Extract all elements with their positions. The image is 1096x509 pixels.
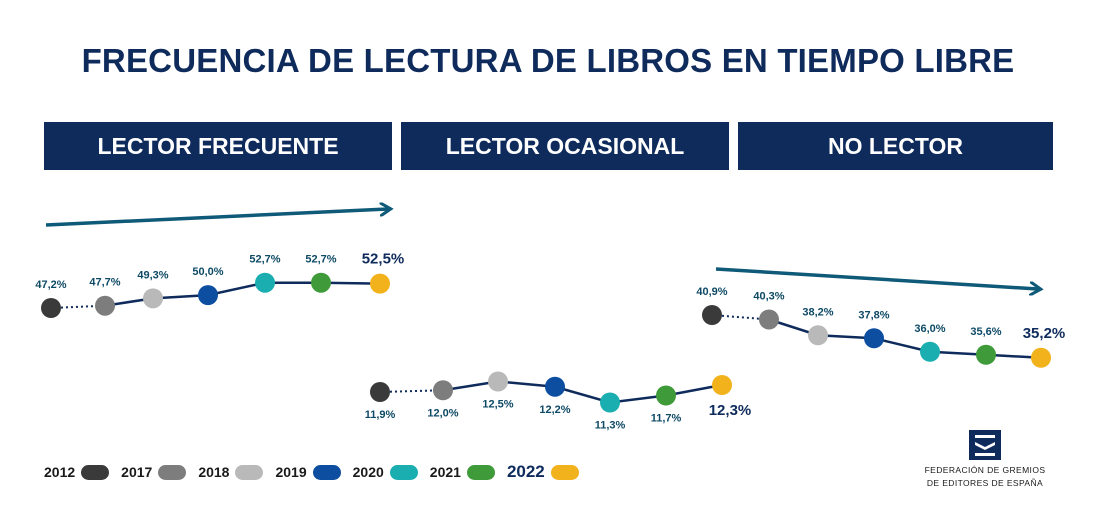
data-label: 11,9% [365, 409, 396, 421]
data-point [545, 376, 565, 397]
data-label: 38,2% [802, 306, 833, 318]
data-point [702, 305, 722, 325]
legend-label: 2017 [121, 464, 153, 480]
legend-item: 2017 [121, 464, 187, 480]
legend-item: 2022 [507, 462, 579, 482]
data-point [488, 371, 508, 392]
legend-item: 2018 [198, 464, 264, 480]
chart-title: FRECUENCIA DE LECTURA DE LIBROS EN TIEMP… [81, 42, 1015, 79]
data-label: 12,5% [482, 399, 513, 411]
header-no-lector: NO LECTOR [738, 122, 1053, 170]
legend-swatch [389, 464, 418, 480]
data-label: 12,3% [709, 402, 752, 419]
logo-text-line1: FEDERACIÓN DE GREMIOS [924, 465, 1046, 475]
data-point [143, 288, 163, 309]
legend-label: 2012 [44, 464, 76, 480]
data-point [311, 272, 331, 293]
legend-item: 2021 [430, 464, 495, 480]
data-point [433, 380, 453, 401]
legend-label: 2019 [275, 464, 307, 480]
data-point [920, 341, 940, 362]
data-label: 52,5% [362, 251, 405, 268]
legend-swatch [550, 464, 579, 480]
legend-item: 2019 [275, 464, 341, 480]
legend-label: 2022 [506, 462, 545, 481]
data-label: 49,3% [137, 269, 168, 281]
data-point [808, 325, 828, 346]
data-point [1031, 347, 1051, 368]
logo-text-line2: DE EDITORES DE ESPAÑA [926, 478, 1044, 488]
data-label: 11,7% [651, 413, 682, 425]
legend-swatch [158, 464, 187, 480]
data-label: 37,8% [858, 309, 889, 321]
legend-swatch [312, 464, 341, 480]
data-point [864, 328, 884, 349]
trend-arrow-up [45, 209, 388, 227]
header-lector-frecuente: LECTOR FRECUENTE [44, 122, 392, 170]
data-label: 52,7% [249, 254, 280, 266]
data-point [95, 295, 115, 316]
data-label: 12,0% [427, 407, 458, 419]
data-label: 50,0% [192, 266, 223, 278]
data-point [759, 309, 779, 330]
data-label: 35,2% [1023, 325, 1066, 342]
fge-logo-icon [969, 430, 1001, 460]
data-label: 35,6% [970, 326, 1001, 338]
legend-item: 2012 [44, 464, 110, 480]
data-label: 47,7% [89, 277, 120, 289]
data-label: 40,3% [753, 291, 784, 303]
data-point [370, 382, 390, 402]
legend-label: 2020 [352, 464, 384, 480]
legend: 2012 2017 2018 2019 2020 2021 2022 [44, 462, 591, 482]
legend-swatch [235, 464, 264, 480]
data-point [712, 375, 732, 395]
data-point [976, 344, 996, 365]
data-point [656, 385, 676, 406]
data-point [41, 298, 61, 318]
legend-swatch [81, 464, 110, 480]
legend-label: 2021 [429, 464, 461, 480]
trend-arrow-down [715, 267, 1038, 289]
series-gap-line [379, 389, 444, 393]
legend-swatch [466, 464, 495, 480]
data-label: 11,3% [595, 420, 626, 432]
data-label: 47,2% [35, 279, 66, 291]
data-label: 40,9% [696, 286, 727, 298]
legend-label: 2018 [198, 464, 230, 480]
data-label: 12,2% [539, 404, 570, 416]
fge-logo: FEDERACIÓN DE GREMIOS DE EDITORES DE ESP… [920, 430, 1050, 490]
data-point [255, 272, 275, 293]
data-point [370, 273, 390, 294]
data-label: 36,0% [914, 323, 945, 335]
header-lector-ocasional: LECTOR OCASIONAL [401, 122, 729, 170]
legend-item: 2020 [353, 464, 418, 480]
data-point [198, 285, 218, 306]
data-label: 52,7% [305, 254, 336, 266]
data-point [600, 392, 620, 413]
